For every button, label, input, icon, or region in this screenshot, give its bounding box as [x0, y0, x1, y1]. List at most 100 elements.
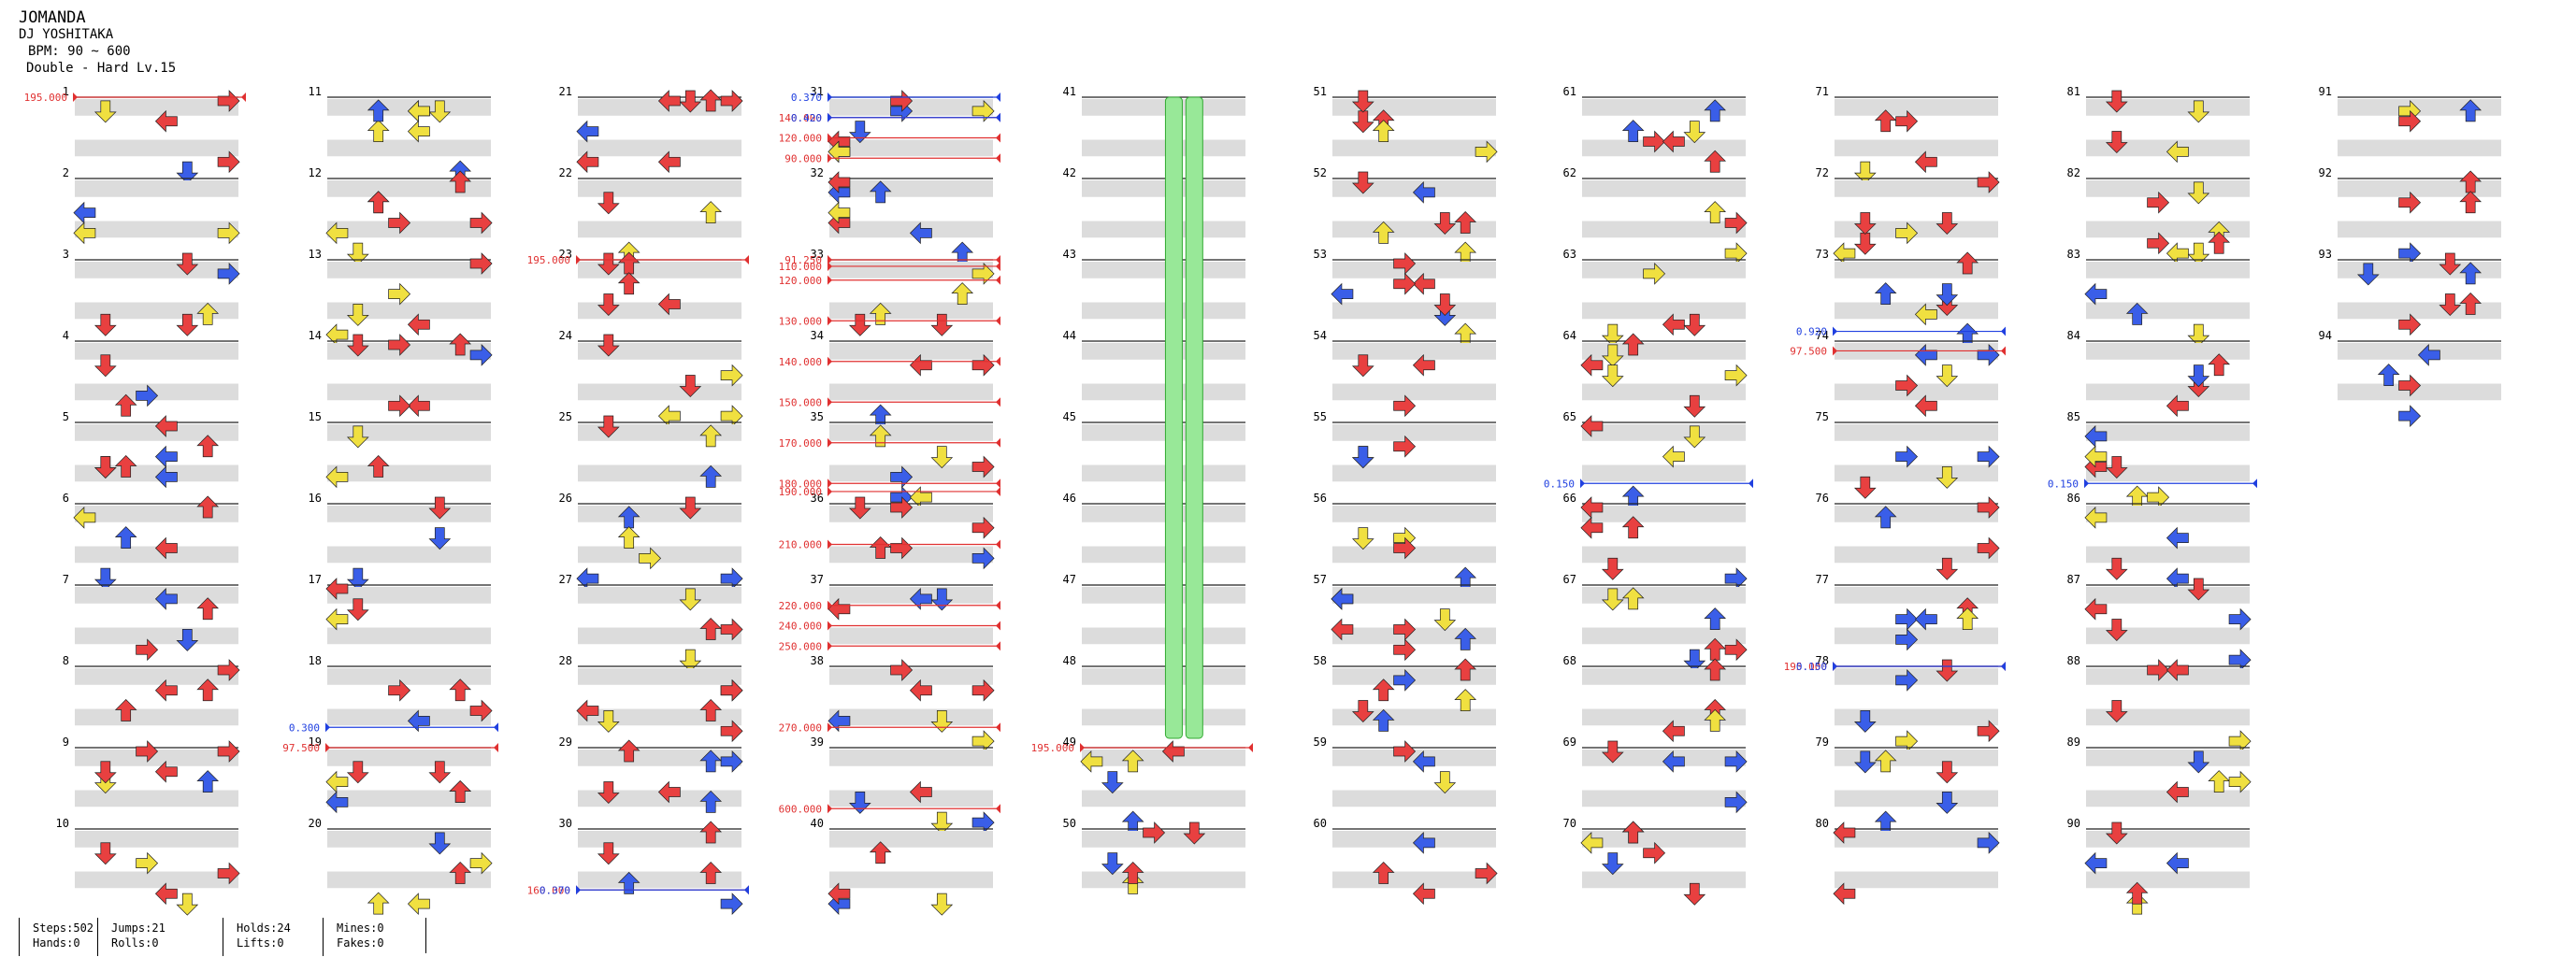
beat-stripe	[1082, 221, 1245, 238]
beat-stripe	[1082, 750, 1245, 766]
measure-number: 7	[63, 573, 69, 586]
tempo-marker-label: 0.370	[540, 884, 570, 896]
beat-stripe	[1835, 506, 1998, 522]
tempo-marker-label: 240.000	[779, 621, 822, 633]
tempo-marker-start	[827, 539, 832, 550]
measure-number: 44	[1063, 329, 1076, 342]
beat-stripe	[578, 383, 741, 401]
beat-stripe	[1332, 262, 1496, 279]
note-arrow	[1602, 852, 1624, 875]
measure-number: 73	[1816, 248, 1829, 261]
note-arrow	[1936, 283, 1958, 306]
beat-stripe	[1332, 221, 1496, 238]
note-arrow	[347, 242, 369, 265]
beat-stripe	[75, 221, 238, 238]
tempo-marker-start	[827, 255, 832, 264]
tempo-marker-end	[494, 743, 498, 752]
measure-number: 75	[1816, 410, 1829, 423]
beat-stripe	[2086, 506, 2250, 522]
stat-lifts: Lifts:0	[237, 936, 284, 950]
note-arrow	[2228, 608, 2252, 630]
beat-stripe	[829, 708, 993, 726]
tempo-marker-end	[996, 621, 1000, 631]
beat-stripe	[578, 180, 741, 197]
tempo-marker-end	[996, 255, 1000, 264]
chart-column: 41 42 43 44 45 46 47 48 49 50 195.000	[1031, 85, 1253, 894]
beat-stripe	[327, 871, 491, 889]
beat-stripe	[1835, 139, 1998, 157]
beat-stripe	[1332, 302, 1496, 320]
beat-stripe	[2086, 424, 2250, 441]
tempo-marker-end	[996, 478, 1000, 489]
beat-stripe	[578, 790, 741, 807]
measure-number: 82	[2067, 166, 2080, 179]
measure-number: 17	[309, 573, 322, 586]
tempo-marker-label: 0.150	[2048, 478, 2079, 490]
note-arrow	[2126, 485, 2149, 508]
beat-stripe	[578, 506, 741, 522]
chart-column: 1 2 3 4 5 6 7 8 9 10 195.000	[24, 85, 246, 916]
note-arrow	[2187, 242, 2209, 265]
beat-stripe	[2338, 99, 2501, 116]
note-arrow	[1915, 608, 1937, 630]
beat-stripe	[2086, 262, 2250, 279]
measure-number: 93	[2319, 248, 2332, 261]
beat-stripe	[1582, 383, 1746, 401]
measure-number: 55	[1314, 410, 1327, 423]
tempo-marker-end	[996, 486, 1000, 496]
measure-number: 30	[559, 817, 572, 830]
stat-rolls: Rolls:0	[111, 936, 159, 950]
beat-stripe	[578, 139, 741, 157]
tempo-marker-label: 90.000	[784, 152, 822, 164]
beat-stripe	[2086, 750, 2250, 766]
beat-stripe	[1082, 99, 1245, 116]
tempo-marker-end	[996, 722, 1000, 733]
beat-stripe	[829, 831, 993, 848]
note-arrow	[1454, 689, 1476, 711]
beat-stripe	[829, 343, 993, 360]
measure-number: 56	[1314, 492, 1327, 505]
measure-number: 68	[1563, 654, 1576, 667]
beat-stripe	[1332, 871, 1496, 889]
beat-stripe	[578, 546, 741, 564]
beat-stripe	[1835, 99, 1998, 116]
tempo-marker-end	[996, 316, 1000, 326]
beat-stripe	[2338, 343, 2501, 360]
beat-stripe	[1082, 424, 1245, 441]
note-arrow	[1433, 771, 1456, 793]
measure-number: 24	[559, 329, 572, 342]
note-arrow	[347, 567, 369, 591]
note-arrow	[1977, 446, 2000, 467]
measure-number: 61	[1563, 85, 1576, 98]
beat-stripe	[829, 139, 993, 157]
measure-number: 6	[63, 492, 69, 505]
beat-stripe	[327, 790, 491, 807]
beat-stripe	[2086, 831, 2250, 848]
tempo-marker-start	[576, 255, 581, 264]
note-arrow	[910, 486, 932, 508]
note-arrow	[1352, 446, 1374, 468]
beat-stripe	[1332, 343, 1496, 360]
tempo-marker-start	[827, 600, 832, 610]
tempo-marker-start	[73, 93, 78, 102]
beat-stripe	[1082, 506, 1245, 522]
note-arrow	[1875, 810, 1897, 834]
tempo-marker-label: 120.000	[779, 275, 822, 287]
beat-stripe	[578, 221, 741, 238]
note-arrow	[951, 241, 973, 264]
chart-column: 61 62 63 64 65 66 67 68 69 70 0.150	[1544, 85, 1753, 906]
measure-number: 22	[559, 166, 572, 179]
beat-stripe	[1582, 99, 1746, 116]
note-arrow	[1454, 241, 1476, 264]
measure-number: 81	[2067, 85, 2080, 98]
measure-number: 4	[63, 329, 69, 342]
tempo-marker-start	[827, 261, 832, 271]
beat-stripe	[1332, 99, 1496, 116]
note-arrow	[720, 364, 743, 386]
beat-stripe	[2086, 871, 2250, 889]
tempo-marker-end	[996, 133, 1000, 143]
note-arrow	[469, 852, 493, 874]
stat-jumps: Jumps:21	[111, 921, 165, 935]
beat-stripe	[1332, 790, 1496, 807]
